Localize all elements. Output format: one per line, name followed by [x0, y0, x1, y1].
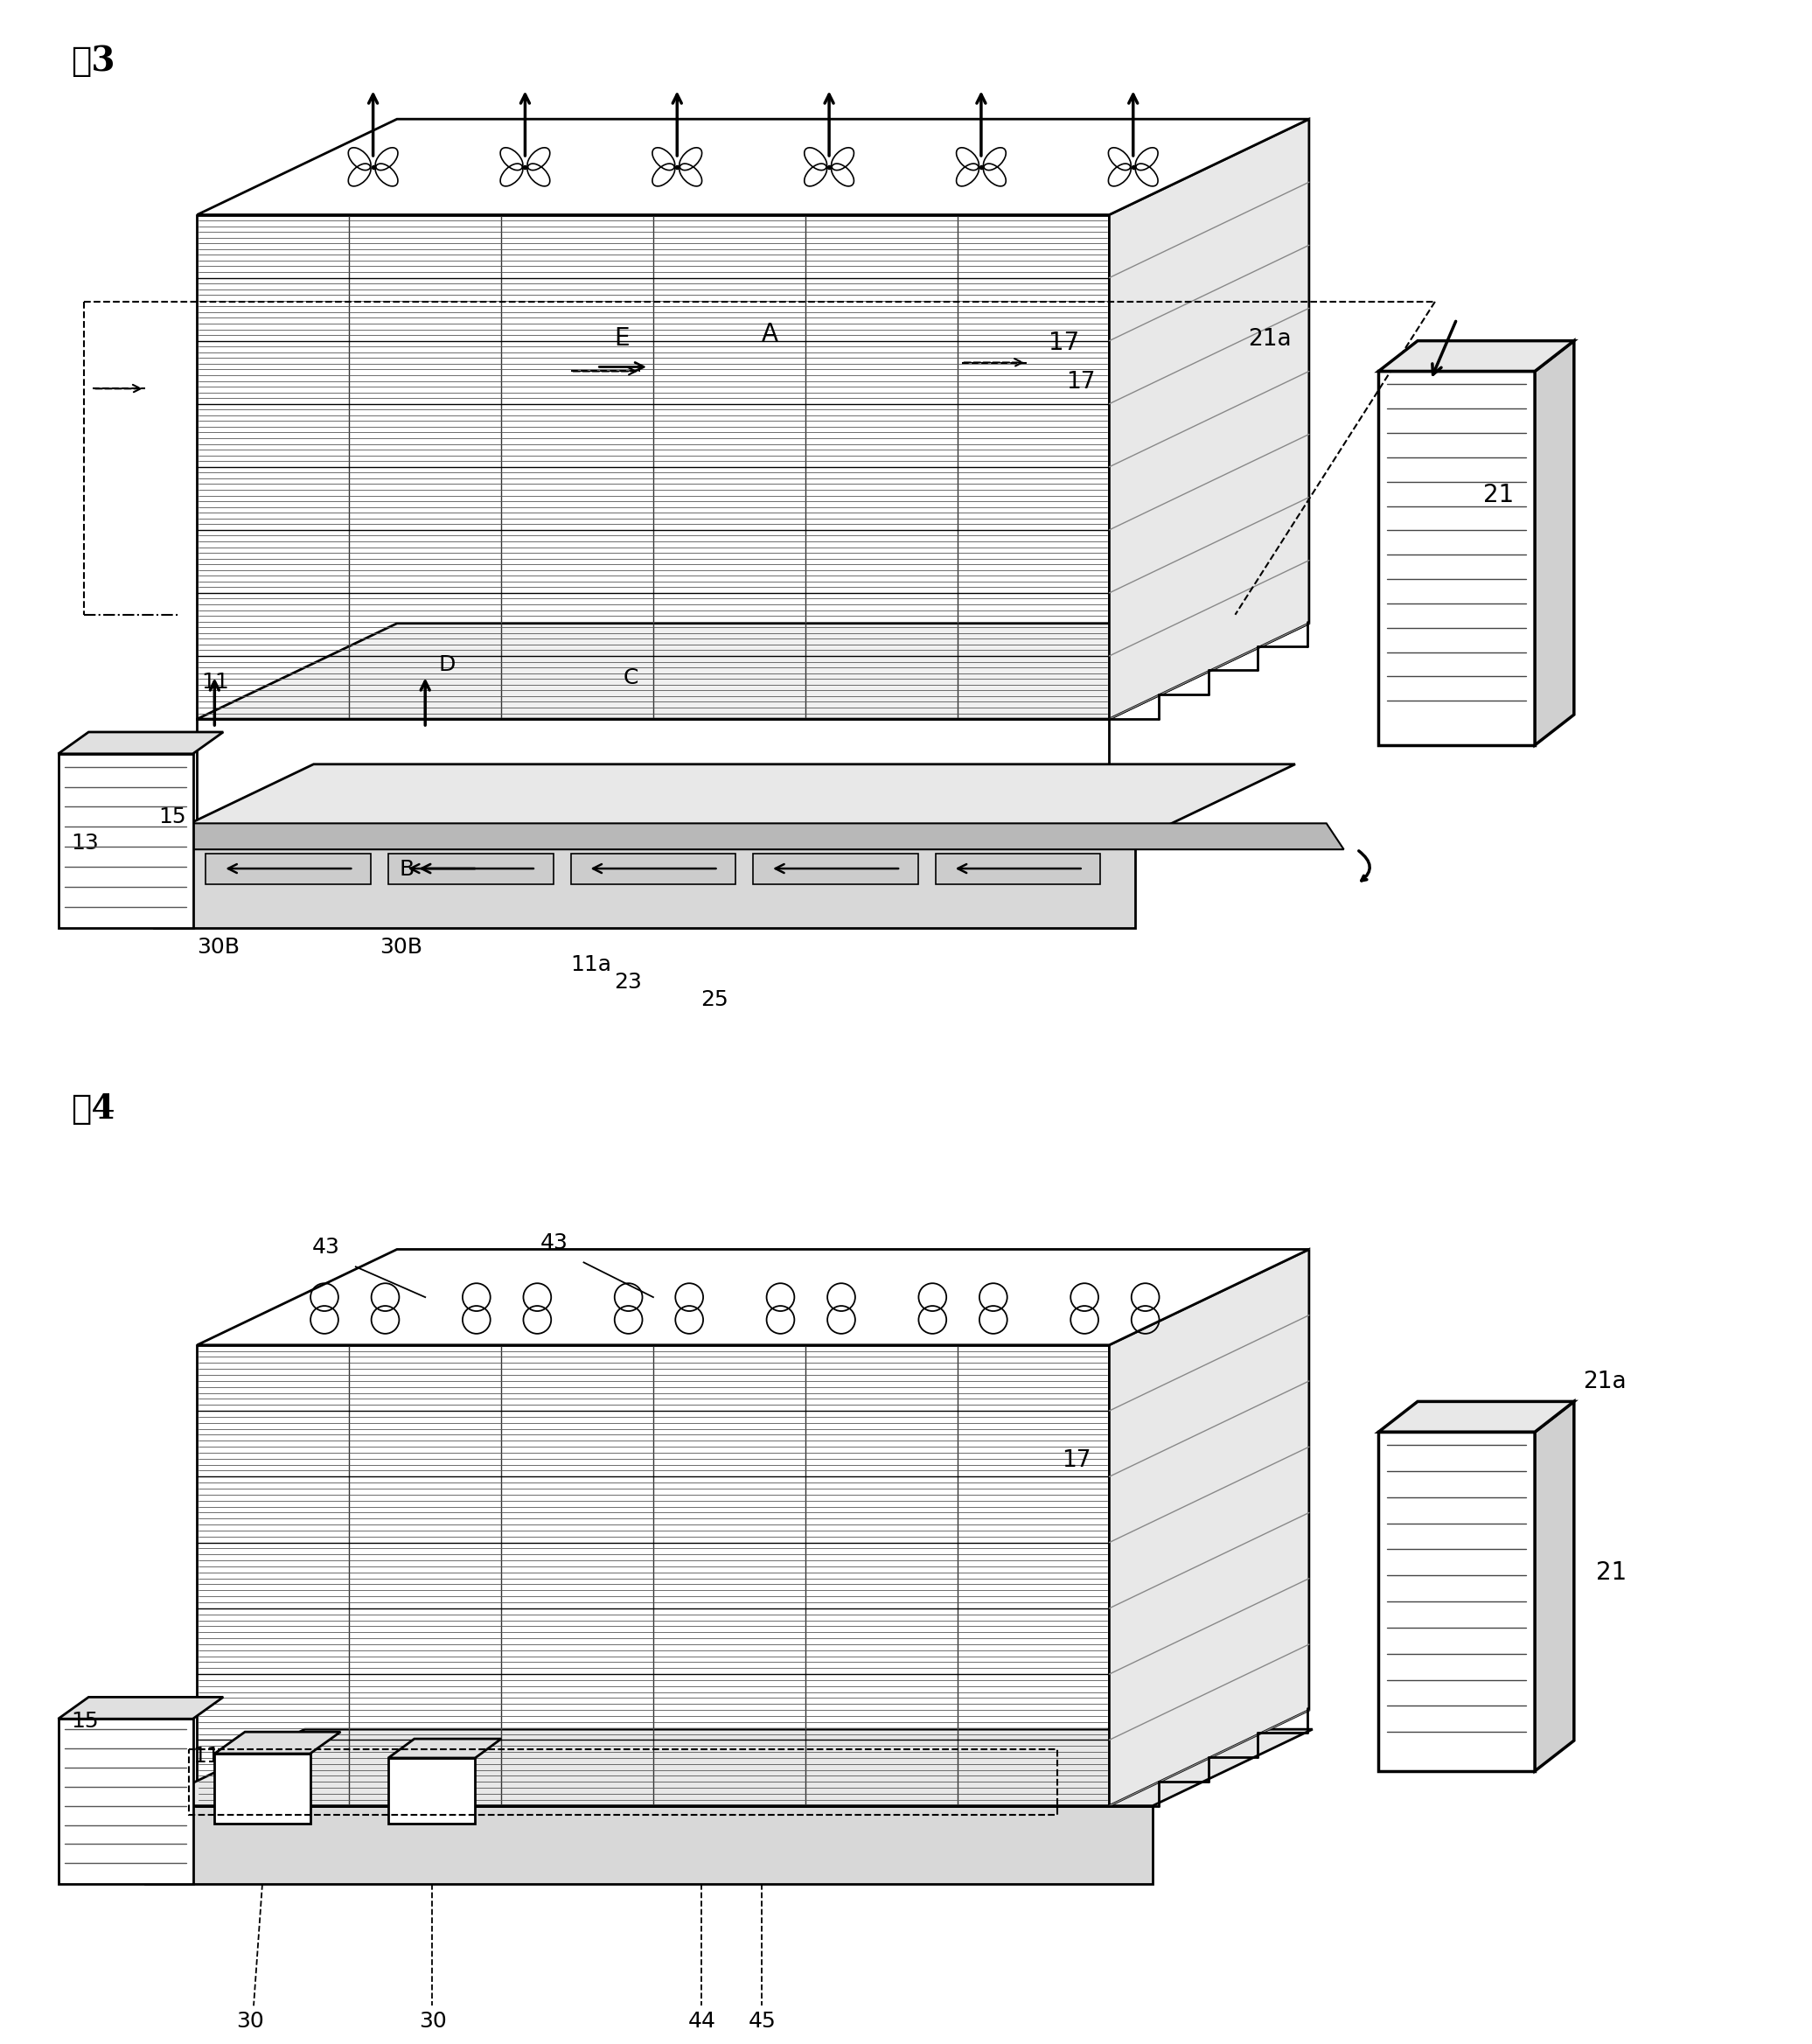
Polygon shape: [1109, 1249, 1308, 1805]
Polygon shape: [214, 1731, 341, 1754]
Polygon shape: [154, 764, 1296, 840]
Text: 11a: 11a: [571, 955, 612, 975]
Text: 25: 25: [701, 989, 728, 1010]
Polygon shape: [388, 854, 553, 885]
Text: 15: 15: [158, 807, 187, 828]
Polygon shape: [388, 1758, 475, 1823]
Polygon shape: [198, 1249, 1308, 1345]
Text: 图4: 图4: [71, 1094, 116, 1126]
Text: 17: 17: [1049, 331, 1080, 356]
Text: 43: 43: [312, 1237, 341, 1257]
Text: A: A: [761, 321, 779, 345]
Text: 30: 30: [419, 2011, 446, 2032]
Polygon shape: [388, 1739, 502, 1758]
Polygon shape: [58, 754, 192, 928]
Polygon shape: [1379, 1402, 1575, 1433]
Text: 30B: 30B: [198, 936, 239, 959]
Polygon shape: [1379, 1433, 1535, 1770]
Polygon shape: [1379, 341, 1575, 372]
Polygon shape: [198, 719, 1109, 840]
Polygon shape: [170, 824, 1345, 850]
Polygon shape: [214, 1754, 310, 1823]
Bar: [188, 1750, 1056, 1815]
Text: B: B: [399, 858, 415, 879]
Text: 44: 44: [689, 2011, 716, 2032]
Text: 43: 43: [540, 1233, 569, 1253]
Polygon shape: [58, 1719, 192, 1885]
Text: 21a: 21a: [1248, 327, 1292, 350]
Polygon shape: [1109, 119, 1308, 719]
Polygon shape: [935, 854, 1100, 885]
Text: E: E: [614, 325, 629, 350]
Polygon shape: [198, 1345, 1109, 1805]
Polygon shape: [198, 623, 1308, 719]
Text: 45: 45: [748, 2011, 777, 2032]
Polygon shape: [198, 119, 1308, 215]
Text: 30: 30: [236, 2011, 265, 2032]
Polygon shape: [58, 1697, 223, 1719]
Text: 21: 21: [1596, 1560, 1627, 1584]
Text: 15: 15: [71, 1711, 100, 1731]
Polygon shape: [1379, 372, 1535, 746]
Polygon shape: [571, 854, 736, 885]
Text: 11: 11: [192, 1746, 221, 1766]
Text: 23: 23: [614, 971, 641, 993]
Polygon shape: [1535, 341, 1575, 746]
Text: D: D: [439, 654, 455, 677]
Text: 21a: 21a: [1582, 1372, 1625, 1394]
Text: 17: 17: [1065, 372, 1094, 394]
Text: 13: 13: [71, 832, 100, 854]
Polygon shape: [198, 215, 1109, 719]
Polygon shape: [154, 840, 1136, 928]
Polygon shape: [754, 854, 919, 885]
Text: 30B: 30B: [379, 936, 422, 959]
Polygon shape: [58, 732, 223, 754]
Text: 17: 17: [1062, 1449, 1091, 1472]
Polygon shape: [1535, 1402, 1575, 1770]
Polygon shape: [145, 1805, 1152, 1885]
Text: 21: 21: [1482, 482, 1513, 507]
Text: 图3: 图3: [71, 45, 116, 78]
Text: 11: 11: [201, 672, 230, 693]
Polygon shape: [145, 1729, 1312, 1805]
Polygon shape: [207, 854, 371, 885]
Text: C: C: [623, 668, 638, 689]
